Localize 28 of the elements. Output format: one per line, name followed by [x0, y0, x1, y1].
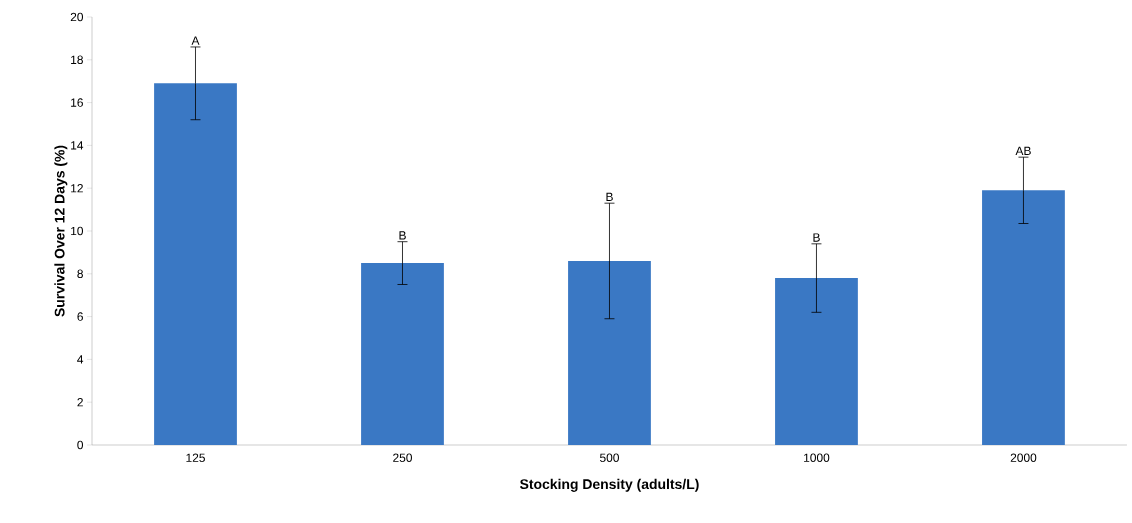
bar — [982, 190, 1065, 445]
y-tick-label: 2 — [77, 398, 83, 407]
y-axis-title: Survival Over 12 Days (%) — [54, 145, 68, 317]
y-tick-label: 12 — [71, 184, 83, 193]
bar — [361, 263, 444, 445]
annotation: B — [606, 192, 613, 201]
y-tick-label: 6 — [77, 312, 83, 321]
bar — [568, 260, 651, 445]
y-tick-label: 14 — [71, 141, 84, 150]
x-tick-label: 2000 — [1010, 453, 1037, 462]
annotation: B — [813, 233, 820, 242]
y-tick-label: 0 — [77, 440, 84, 450]
bar — [154, 83, 237, 445]
y-tick-label: 16 — [71, 98, 83, 107]
y-tick-label: 4 — [77, 355, 84, 364]
annotation: A — [191, 36, 200, 45]
x-axis-title: Stocking Density (adults/L) — [519, 478, 699, 492]
x-tick-label: 125 — [186, 453, 205, 462]
x-tick-label: 500 — [599, 453, 619, 462]
x-tick-label: 250 — [393, 453, 412, 462]
bar — [775, 278, 858, 445]
y-tick-label: 18 — [71, 55, 83, 65]
y-tick-label: 8 — [77, 269, 83, 279]
x-tick-label: 1000 — [804, 453, 830, 462]
annotation: B — [399, 231, 406, 240]
annotation: AB — [1015, 146, 1031, 155]
y-tick-label: 20 — [70, 12, 84, 22]
y-tick-label: 10 — [71, 226, 84, 236]
